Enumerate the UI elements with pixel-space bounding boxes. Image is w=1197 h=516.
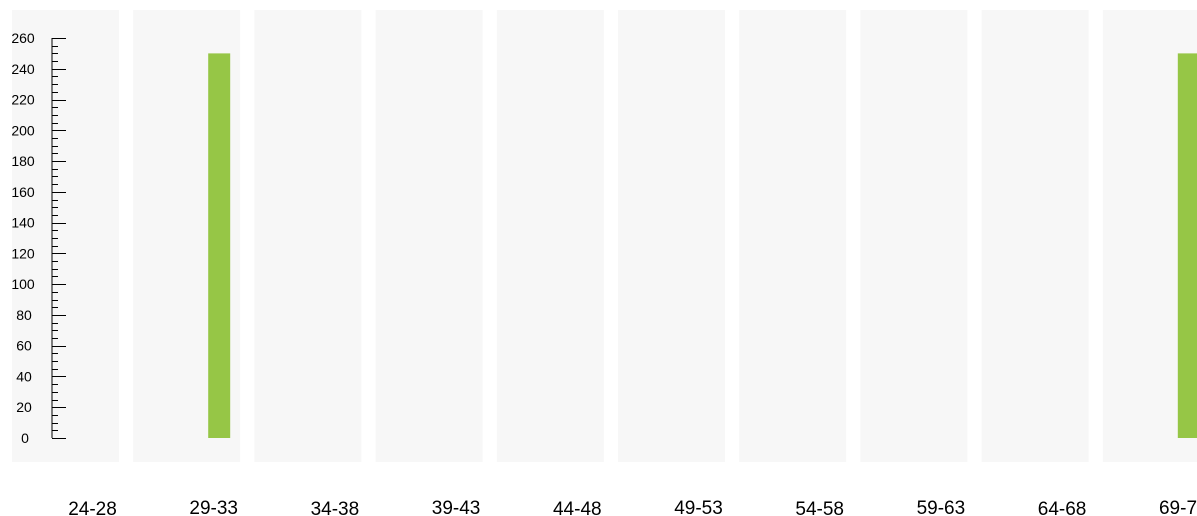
x-tick-label: 34-38 (311, 499, 360, 516)
x-tick-label: 24-28 (68, 499, 117, 516)
column-panels (12, 10, 1197, 462)
y-tick-label: 200 (11, 122, 35, 138)
x-tick-label: 29-33 (189, 498, 238, 516)
y-tick-label: 40 (16, 368, 32, 384)
y-tick-label: 20 (16, 399, 32, 415)
x-axis-labels: 24-28 29-33 34-38 39-43 44-48 49-53 54-58 59-63… (68, 498, 1197, 516)
y-tick-label: 0 (21, 430, 29, 446)
column-panel (254, 10, 362, 462)
column-panel (12, 10, 119, 462)
x-tick-label: 69-73 (1159, 498, 1197, 516)
column-panel (739, 10, 847, 462)
y-tick-label: 100 (11, 276, 35, 292)
y-tick-label: 240 (11, 61, 35, 77)
column-panel (618, 10, 725, 462)
y-tick-label: 180 (11, 153, 35, 169)
y-tick-label: 260 (11, 30, 35, 46)
bars (208, 53, 1197, 439)
y-tick-label: 80 (16, 307, 32, 323)
y-tick-label: 60 (16, 338, 32, 354)
column-panel (375, 10, 483, 462)
x-tick-label: 49-53 (674, 498, 723, 516)
x-tick-label: 39-43 (432, 498, 481, 516)
column-panel (860, 10, 968, 462)
y-tick-label: 160 (11, 184, 35, 200)
x-tick-label: 59-63 (917, 498, 966, 516)
y-tick-label: 120 (11, 245, 35, 261)
bar-69-73 (1177, 53, 1197, 439)
column-panel (496, 10, 604, 462)
x-tick-label: 44-48 (553, 499, 602, 516)
y-axis: 0 20 40 60 80 100 120 140 160 180 200 220 240 260 (11, 30, 66, 446)
column-panel (981, 10, 1089, 462)
y-tick-label: 220 (11, 92, 35, 108)
bar-29-33 (208, 53, 231, 439)
x-tick-label: 64-68 (1038, 499, 1087, 516)
y-tick-label: 140 (11, 215, 35, 231)
x-tick-label: 54-58 (795, 499, 844, 516)
